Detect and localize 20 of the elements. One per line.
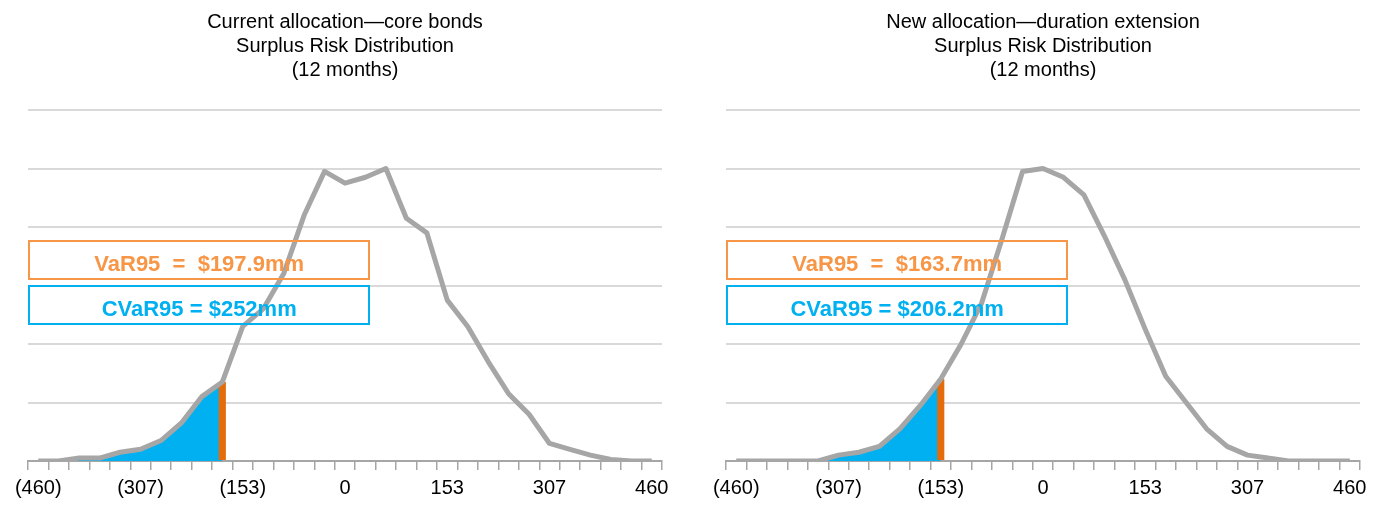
x-tick-label: (153) <box>917 475 965 498</box>
x-tick-label: 0 <box>1037 475 1049 498</box>
chart-title: Current allocation—core bonds Surplus Risk Distribution (12 months) <box>207 9 483 80</box>
annotation: CVaR95 = $252mm <box>28 284 371 325</box>
x-tick-label: (307) <box>815 475 862 498</box>
x-tick-label: 153 <box>430 475 464 498</box>
chart-title: New allocation—duration extension Surplus Risk Distribution (12 months) <box>886 9 1200 80</box>
annotation: CVaR95 = $206.2mm <box>726 284 1069 325</box>
x-tick-label: 460 <box>1333 475 1367 498</box>
x-tick-label: 153 <box>1128 475 1162 498</box>
x-tick-label: 460 <box>635 475 669 498</box>
x-tick-label: 307 <box>1230 475 1265 498</box>
x-tick-label: (460) <box>712 475 760 498</box>
x-tick-label: 307 <box>532 475 567 498</box>
x-tick-label: (307) <box>117 475 164 498</box>
annotation: VaR95 = $163.7mm <box>726 239 1069 280</box>
annotation: VaR95 = $197.9mm <box>28 239 371 280</box>
x-tick-label: (460) <box>14 475 62 498</box>
x-tick-label: 0 <box>339 475 351 498</box>
x-tick-label: (153) <box>219 475 267 498</box>
